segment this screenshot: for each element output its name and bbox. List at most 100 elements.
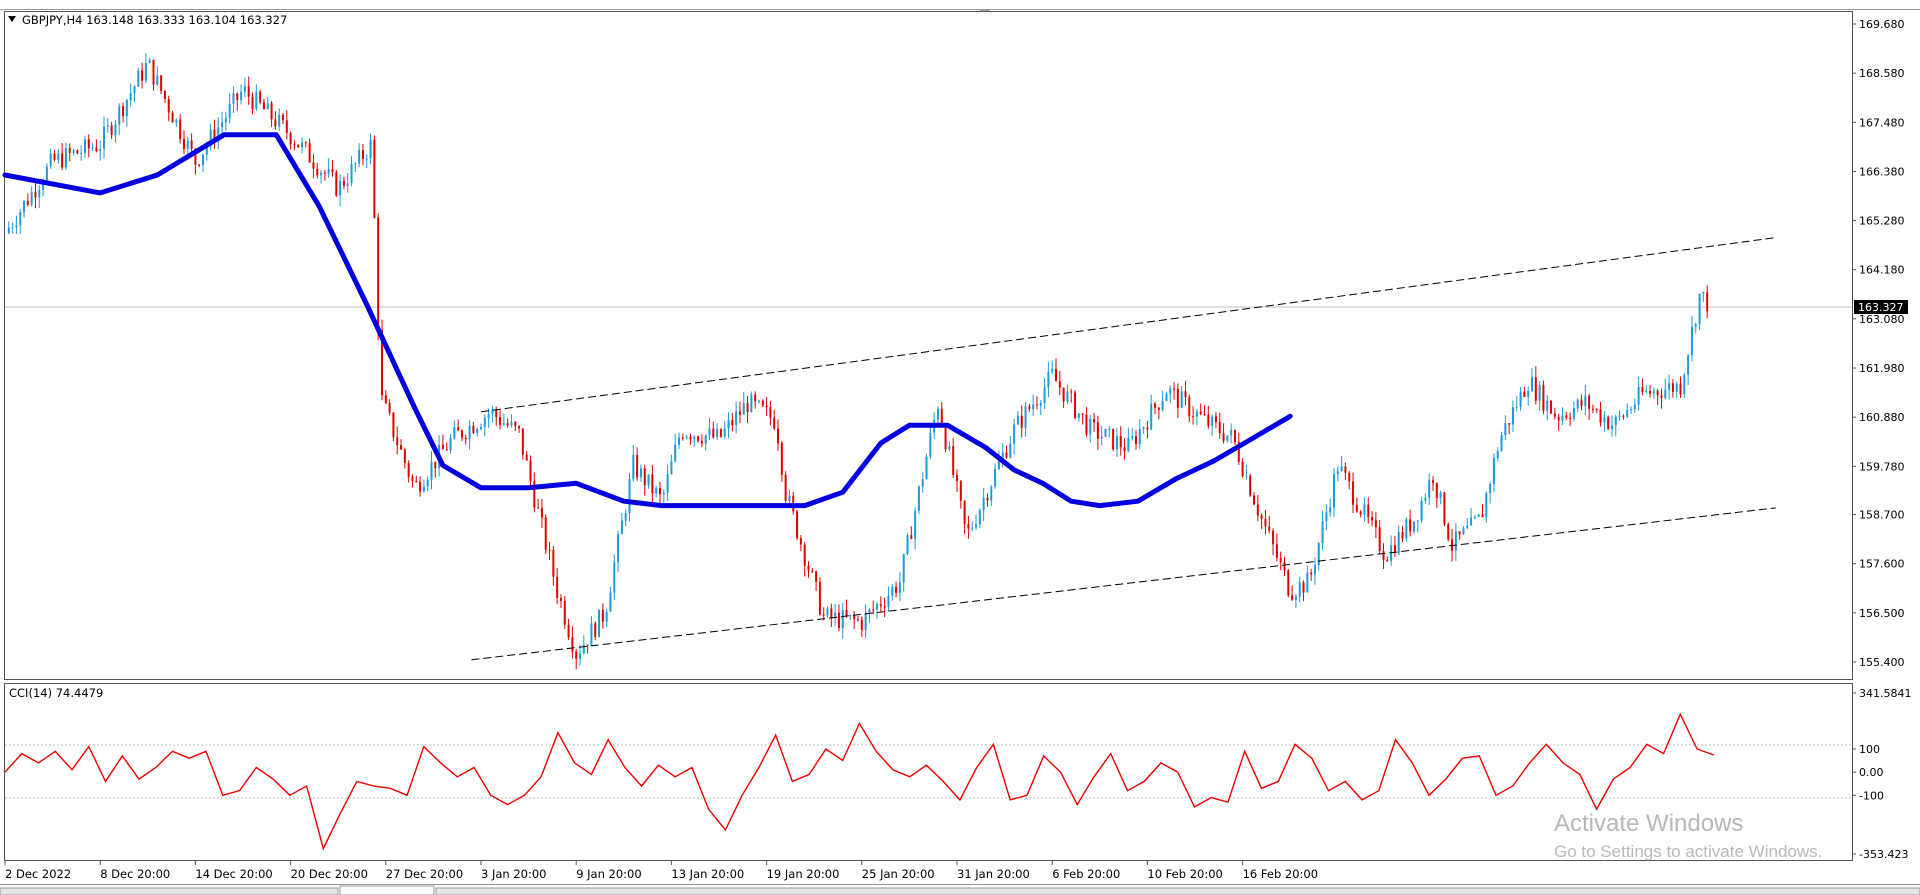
candle-body	[1610, 425, 1613, 429]
candle-body	[301, 142, 304, 148]
candle-body	[864, 613, 867, 630]
candle-body	[563, 601, 566, 625]
candle-body	[430, 461, 433, 480]
candle-body	[1359, 511, 1362, 515]
candle-body	[422, 486, 425, 492]
tab-left[interactable]	[0, 887, 339, 895]
candle-body	[91, 147, 94, 149]
price-axis[interactable]: 169.680 168.580 167.480 166.380 165.280 164.1…	[1852, 18, 1905, 669]
price-tick-label: 156.500	[1859, 607, 1905, 620]
candle-body	[373, 139, 376, 218]
candle-body	[243, 86, 246, 92]
candle-body	[1470, 517, 1473, 526]
candle-body	[1348, 472, 1351, 482]
candle-body	[472, 425, 475, 434]
candle-body	[860, 619, 863, 630]
time-tick-label: 6 Feb 20:00	[1052, 867, 1120, 881]
candle-body	[1310, 572, 1313, 575]
candle-body	[525, 454, 528, 461]
candle-body	[1409, 519, 1412, 532]
cci-line	[4, 712, 1715, 851]
cci-title: CCI(14) 74.4479	[9, 686, 103, 700]
candle-body	[1531, 377, 1534, 392]
candle-body	[1211, 416, 1214, 426]
candle-body	[936, 408, 939, 420]
price-panel[interactable]	[4, 11, 1853, 680]
candle-body	[141, 70, 144, 81]
candle-body	[441, 444, 444, 450]
candle-body	[1016, 415, 1019, 425]
candle-body	[1485, 493, 1488, 518]
candle-body	[559, 597, 562, 602]
candle-body	[704, 435, 707, 444]
candle-body	[1013, 424, 1016, 444]
time-tick-label: 14 Dec 20:00	[195, 867, 272, 881]
candle-body	[1123, 447, 1126, 452]
candle-body	[175, 119, 178, 123]
candle-body	[1279, 557, 1282, 563]
candle-body	[1077, 413, 1080, 418]
candle-body	[1466, 525, 1469, 529]
candle-series	[7, 53, 1709, 670]
candle-body	[544, 517, 547, 550]
cci-axis[interactable]: 341.5841 100 0.00 -100 -353.423	[1852, 687, 1912, 861]
tab-active[interactable]	[339, 885, 435, 895]
candle-body	[426, 479, 429, 487]
candle-body	[262, 102, 265, 110]
candle-body	[777, 428, 780, 444]
candle-body	[879, 604, 882, 607]
candle-body	[761, 400, 764, 406]
candle-body	[613, 562, 616, 593]
candle-body	[323, 172, 326, 174]
candle-body	[1203, 414, 1206, 416]
candle-body	[411, 476, 414, 482]
candle-body	[1481, 514, 1484, 518]
candle-body	[1432, 480, 1434, 484]
candle-body	[49, 153, 52, 167]
candle-body	[434, 461, 437, 469]
channel-trendline[interactable]	[480, 237, 1776, 413]
time-axis[interactable]: 2 Dec 2022 8 Dec 20:00 14 Dec 20:00 20 Dec …	[4, 861, 1318, 881]
candle-body	[304, 142, 307, 144]
candle-body	[1538, 385, 1541, 401]
candle-body	[1352, 481, 1355, 505]
candle-body	[358, 150, 361, 164]
candle-body	[110, 125, 113, 136]
candle-body	[491, 409, 494, 415]
candle-body	[1355, 504, 1358, 512]
horizontal-scrollbar[interactable]	[435, 887, 1920, 895]
candle-body	[1093, 418, 1096, 423]
candle-body	[1458, 531, 1461, 535]
candle-body	[735, 411, 738, 426]
time-tick-label: 3 Jan 20:00	[481, 867, 547, 881]
candle-body	[354, 163, 357, 165]
candle-body	[849, 614, 852, 617]
candle-body	[125, 100, 128, 117]
trendline-group[interactable]	[471, 237, 1776, 661]
activate-windows-watermark: Activate Windows Go to Settings to activ…	[1554, 810, 1822, 862]
triangle-down-icon[interactable]	[8, 16, 16, 22]
candle-body	[632, 454, 635, 480]
cci-panel[interactable]	[4, 683, 1853, 861]
candle-body	[1256, 504, 1259, 516]
candle-body	[270, 103, 273, 120]
candle-body	[902, 554, 905, 583]
candle-body	[658, 488, 661, 495]
candle-body	[221, 122, 224, 128]
candle-body	[1630, 409, 1633, 411]
candle-body	[57, 153, 60, 160]
candle-body	[1195, 411, 1198, 417]
candle-body	[167, 98, 170, 113]
candle-body	[1192, 416, 1195, 418]
cci-tick-label: 341.5841	[1859, 687, 1912, 700]
candle-body	[106, 125, 109, 127]
channel-trendline[interactable]	[471, 507, 1776, 661]
candle-body	[910, 535, 913, 539]
time-tick-label: 31 Jan 20:00	[957, 867, 1030, 881]
candle-body	[1317, 543, 1320, 566]
candle-body	[1325, 512, 1328, 522]
candle-body	[213, 129, 216, 142]
candle-body	[1287, 570, 1290, 596]
candle-body	[1032, 404, 1035, 410]
